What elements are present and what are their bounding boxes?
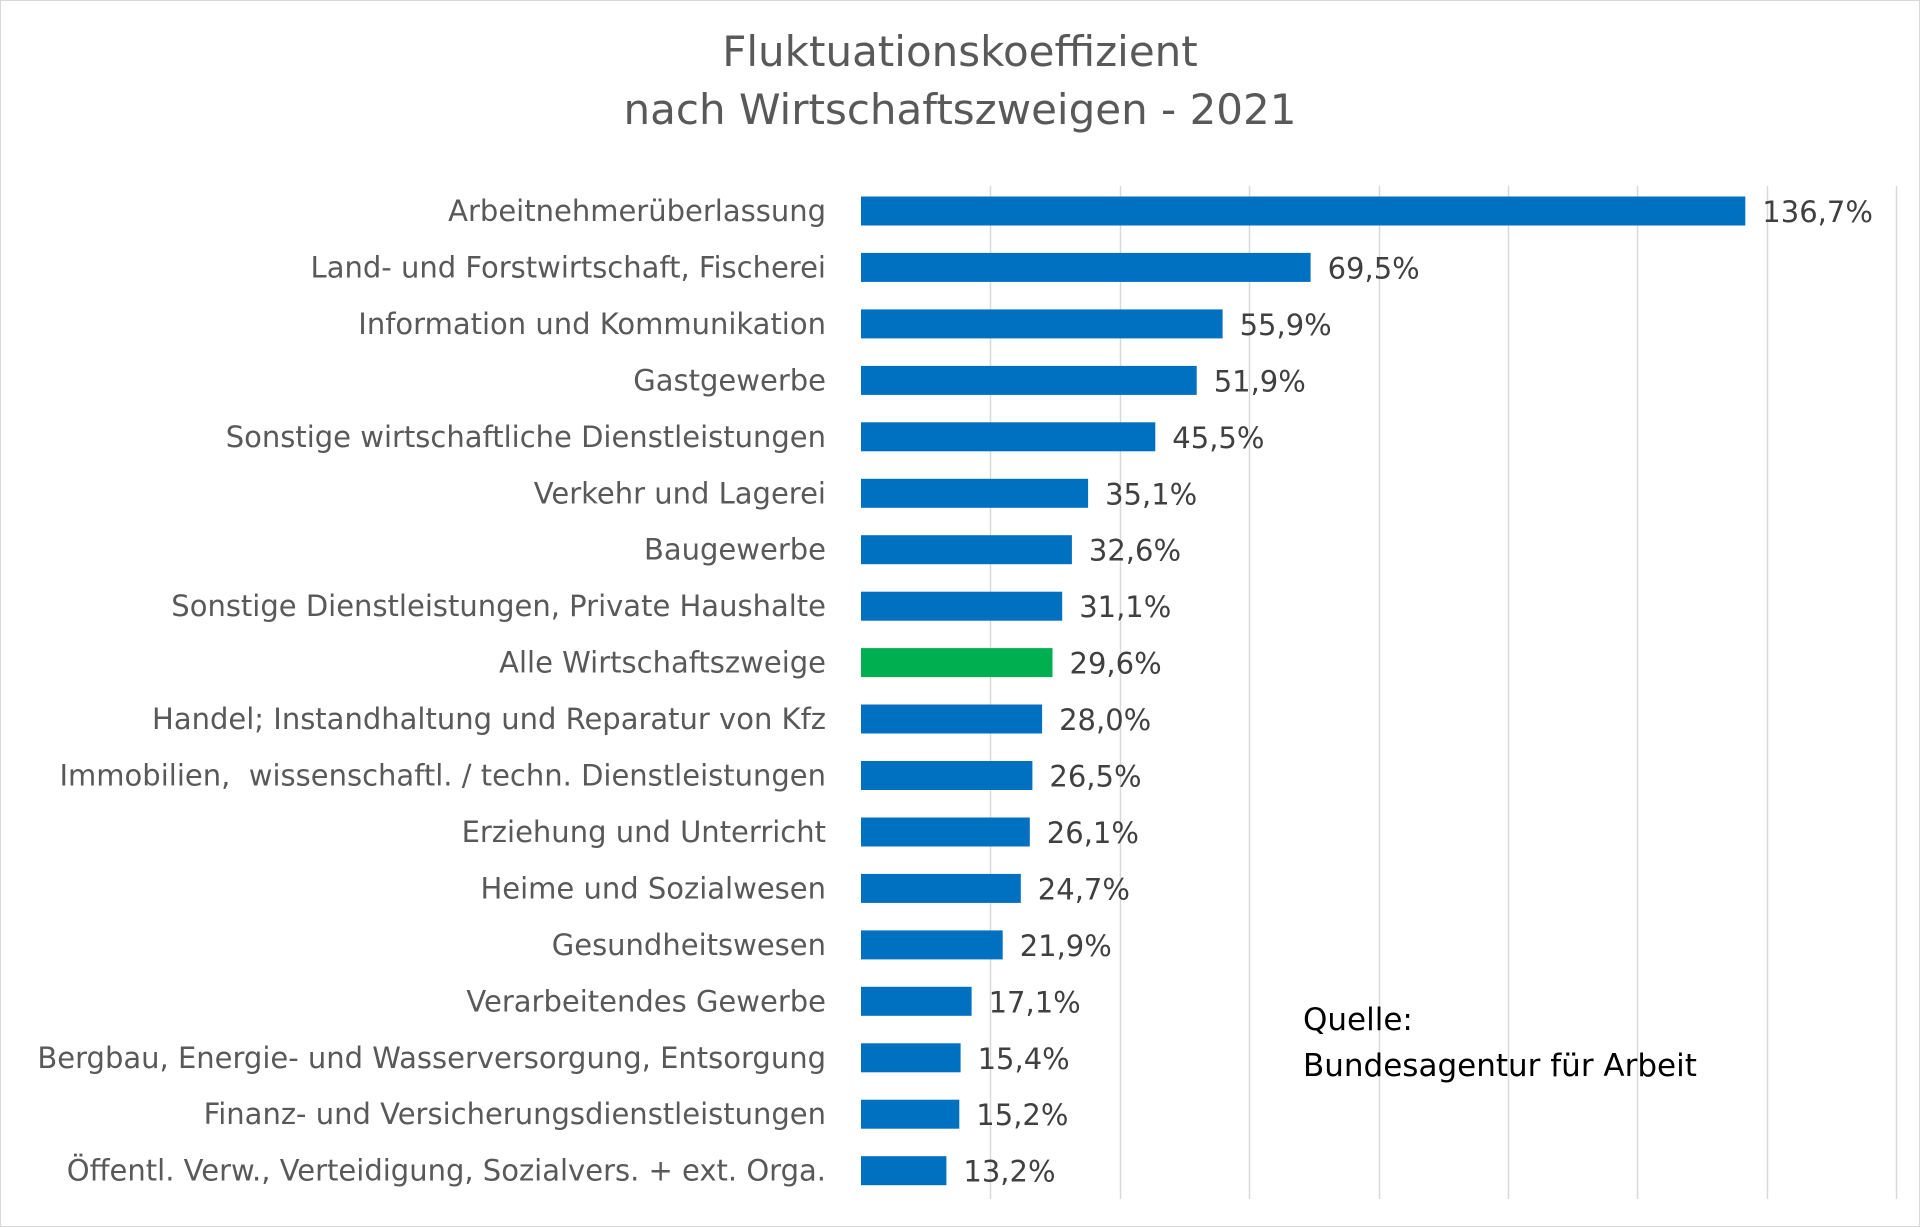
category-label-6: Baugewerbe: [644, 533, 826, 567]
value-label-15: 15,4%: [978, 1042, 1070, 1076]
bar-8: [861, 648, 1053, 678]
value-label-7: 31,1%: [1079, 590, 1171, 624]
bar-0: [861, 196, 1746, 226]
category-label-10: Immobilien, wissenschaftl. / techn. Dien…: [60, 759, 827, 793]
value-label-0: 136,7%: [1762, 195, 1873, 229]
value-label-8: 29,6%: [1070, 647, 1162, 681]
value-label-9: 28,0%: [1059, 703, 1151, 737]
chart-title: Fluktuationskoeffizient nach Wirtschafts…: [1, 23, 1919, 139]
bar-13: [861, 930, 1003, 960]
value-label-13: 21,9%: [1020, 929, 1112, 963]
category-label-4: Sonstige wirtschaftliche Dienstleistunge…: [226, 420, 826, 454]
category-label-11: Erziehung und Unterricht: [462, 815, 826, 849]
value-label-5: 35,1%: [1105, 477, 1197, 511]
value-label-6: 32,6%: [1089, 534, 1181, 568]
value-label-1: 69,5%: [1328, 251, 1420, 285]
bar-9: [861, 704, 1043, 734]
category-label-13: Gesundheitswesen: [552, 928, 826, 962]
category-label-9: Handel; Instandhaltung und Reparatur von…: [152, 702, 826, 736]
value-label-4: 45,5%: [1172, 421, 1264, 455]
bar-5: [861, 478, 1089, 508]
value-label-11: 26,1%: [1047, 816, 1139, 850]
bar-7: [861, 591, 1063, 621]
category-label-2: Information und Kommunikation: [358, 307, 826, 341]
gridlines: [989, 186, 1898, 1199]
bar-14: [861, 986, 972, 1016]
source-note-line-1: Quelle:: [1303, 1002, 1413, 1038]
bar-12: [861, 873, 1021, 903]
chart-title-line-2: nach Wirtschaftszweigen - 2021: [623, 85, 1297, 134]
bar-6: [861, 535, 1072, 565]
bar-1: [861, 252, 1311, 282]
bar-16: [861, 1099, 960, 1129]
value-label-10: 26,5%: [1049, 760, 1141, 794]
value-label-17: 13,2%: [963, 1155, 1055, 1189]
category-label-5: Verkehr und Lagerei: [534, 476, 826, 510]
bar-10: [861, 761, 1033, 790]
source-note: Quelle: Bundesagentur für Arbeit: [1303, 997, 1697, 1089]
category-label-12: Heime und Sozialwesen: [480, 871, 826, 905]
value-label-16: 15,2%: [976, 1098, 1068, 1132]
value-label-12: 24,7%: [1038, 872, 1130, 906]
bar-4: [861, 422, 1156, 452]
category-label-8: Alle Wirtschaftszweige: [499, 646, 826, 680]
bar-2: [861, 309, 1223, 339]
category-label-17: Öffentl. Verw., Verteidigung, Sozialvers…: [67, 1154, 826, 1188]
category-label-0: Arbeitnehmerüberlassung: [448, 194, 826, 228]
bars: [861, 196, 1746, 1186]
value-labels: 136,7% 69,5% 55,9% 51,9% 45,5% 35,1% 32,6% 31,1…: [963, 195, 1872, 1189]
bar-3: [861, 365, 1197, 395]
value-label-14: 17,1%: [989, 985, 1081, 1019]
bar-11: [861, 817, 1030, 847]
category-label-16: Finanz- und Versicherungsdienstleistunge…: [204, 1097, 826, 1131]
category-labels: Arbeitnehmerüberlassung Land- und Forstwi…: [37, 194, 826, 1188]
source-note-line-2: Bundesagentur für Arbeit: [1303, 1048, 1697, 1084]
chart-title-line-1: Fluktuationskoeffizient: [722, 27, 1198, 76]
category-label-14: Verarbeitendes Gewerbe: [466, 984, 826, 1018]
category-label-3: Gastgewerbe: [633, 363, 826, 397]
value-label-3: 51,9%: [1214, 364, 1306, 398]
bar-15: [861, 1043, 961, 1073]
category-label-7: Sonstige Dienstleistungen, Private Haush…: [171, 589, 826, 623]
category-label-1: Land- und Forstwirtschaft, Fischerei: [311, 250, 826, 284]
value-label-2: 55,9%: [1240, 308, 1332, 342]
bar-17: [861, 1156, 947, 1186]
category-label-15: Bergbau, Energie- und Wasserversorgung, …: [37, 1041, 826, 1075]
